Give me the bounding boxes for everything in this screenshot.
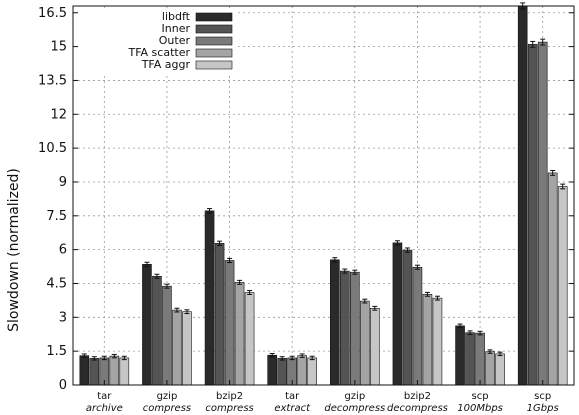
bar-libdft — [330, 259, 340, 386]
y-tick-label: 4.5 — [46, 276, 67, 291]
bar-tfa-scatter — [360, 300, 370, 386]
bar-tfa-aggr — [432, 297, 443, 386]
bar-inner — [402, 249, 413, 386]
x-tick-label: scp — [534, 391, 551, 402]
bar-tfa-aggr — [119, 357, 130, 386]
bar-inner — [89, 358, 100, 386]
legend-swatch — [195, 12, 233, 22]
legend-label: Inner — [162, 22, 191, 35]
bar-inner — [527, 44, 538, 386]
bar-outer — [224, 260, 235, 386]
legend-swatch — [195, 24, 233, 34]
x-tick-sublabel: compress — [205, 403, 253, 414]
x-tick-label: bzip2 — [216, 391, 243, 402]
bar-outer — [475, 332, 485, 386]
legend-label: libdft — [162, 10, 191, 23]
y-tick-label: 7.5 — [46, 209, 67, 224]
bar-libdft — [267, 354, 277, 386]
bar-libdft — [517, 5, 528, 386]
x-tick-sublabel: extract — [274, 403, 311, 414]
bar-inner — [152, 275, 162, 386]
bar-inner — [340, 270, 350, 386]
axes — [72, 5, 575, 386]
bar-libdft — [392, 242, 403, 386]
bar-tfa-aggr — [557, 186, 568, 386]
bar-tfa-scatter — [109, 355, 120, 386]
legend-swatch — [195, 48, 233, 58]
x-tick-sublabel: 1Gbps — [527, 403, 559, 414]
y-tick-label: 13.5 — [38, 73, 67, 88]
y-tick-label: 6 — [59, 243, 67, 258]
axis-labels: 01.534.567.5910.51213.51516.5tararchiveg… — [38, 6, 559, 414]
legend-label: TFA scatter — [128, 46, 191, 59]
bar-tfa-scatter — [172, 309, 182, 386]
y-tick-label: 1.5 — [46, 344, 67, 359]
plot-frame — [72, 5, 575, 386]
x-tick-label: tar — [285, 391, 300, 402]
bar-inner — [214, 243, 225, 386]
bar-libdft — [142, 264, 152, 386]
bar-tfa-scatter — [297, 355, 307, 386]
bar-outer — [412, 266, 423, 386]
x-tick-label: gzip — [157, 391, 178, 402]
bar-tfa-aggr — [495, 353, 505, 386]
bar-tfa-scatter — [485, 351, 495, 386]
bar-tfa-aggr — [244, 292, 255, 386]
x-tick-sublabel: archive — [86, 403, 123, 414]
x-tick-sublabel: decompress — [324, 403, 385, 414]
y-tick-label: 9 — [59, 175, 67, 190]
bar-libdft — [455, 325, 465, 386]
bar-tfa-aggr — [182, 311, 192, 386]
y-tick-label: 16.5 — [38, 6, 67, 21]
x-tick-label: tar — [97, 391, 112, 402]
legend-label: Outer — [159, 34, 191, 47]
legend-swatch — [195, 36, 233, 46]
bar-libdft — [204, 210, 215, 386]
bar-tfa-scatter — [422, 294, 433, 386]
x-tick-sublabel: compress — [143, 403, 191, 414]
bar-outer — [350, 271, 360, 386]
y-tick-label: 3 — [59, 310, 67, 325]
x-tick-label: gzip — [344, 391, 365, 402]
bar-tfa-aggr — [307, 357, 317, 386]
bar-tfa-scatter — [547, 172, 558, 386]
y-axis-label: Slowdown (normalized) — [6, 168, 22, 332]
x-tick-sublabel: decompress — [387, 403, 448, 414]
bar-outer — [162, 285, 172, 386]
bar-outer — [537, 41, 548, 386]
bar-tfa-aggr — [370, 307, 380, 386]
x-tick-label: scp — [472, 391, 489, 402]
y-tick-label: 10.5 — [38, 141, 67, 156]
legend-label: TFA aggr — [141, 58, 191, 71]
bars — [79, 2, 568, 386]
x-tick-label: bzip2 — [404, 391, 431, 402]
bar-inner — [465, 332, 475, 386]
bar-libdft — [79, 355, 90, 386]
legend-swatch — [195, 60, 233, 70]
y-tick-label: 15 — [50, 40, 67, 55]
bar-inner — [277, 358, 287, 386]
y-tick-label: 0 — [59, 378, 67, 393]
bar-tfa-scatter — [234, 282, 245, 386]
y-tick-label: 12 — [50, 107, 67, 122]
x-tick-sublabel: 100Mbps — [457, 403, 503, 414]
